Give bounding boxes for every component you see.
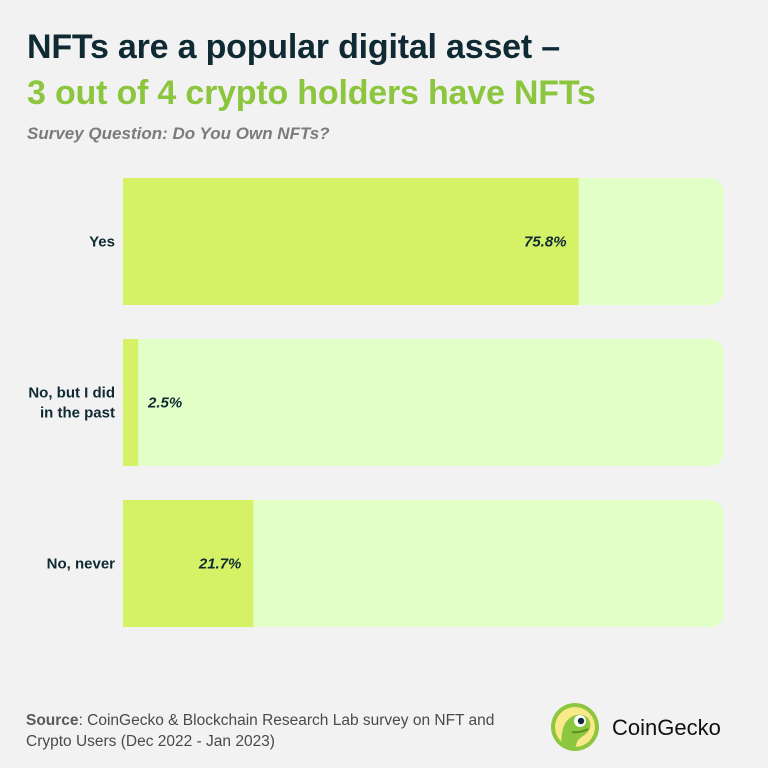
source-text: : CoinGecko & Blockchain Research Lab su… xyxy=(26,712,495,750)
bar-track xyxy=(123,500,724,627)
chart-title-line1: NFTs are a popular digital asset – xyxy=(27,28,560,66)
bar-track xyxy=(123,339,724,466)
coingecko-gecko-icon xyxy=(551,703,599,751)
source-label: Source xyxy=(26,712,79,729)
category-label: in the past xyxy=(40,405,115,422)
value-label: 2.5% xyxy=(147,395,182,412)
bar xyxy=(123,339,139,466)
chart-title-line2: 3 out of 4 crypto holders have NFTs xyxy=(27,74,596,112)
source-note: Source: CoinGecko & Blockchain Research … xyxy=(26,710,496,752)
category-label: No, but I did xyxy=(28,385,115,402)
brand-name: CoinGecko xyxy=(612,715,721,740)
value-label: 21.7% xyxy=(198,556,242,573)
value-label: 75.8% xyxy=(524,234,567,251)
chart-subtitle: Survey Question: Do You Own NFTs? xyxy=(27,124,330,143)
category-label: No, never xyxy=(47,556,116,573)
category-label: Yes xyxy=(89,234,115,251)
coingecko-logo xyxy=(551,703,599,751)
bar xyxy=(123,178,579,305)
bar xyxy=(123,500,254,627)
bar-chart: Yes 75.8% No, but I did in the past 2.5% No, … xyxy=(28,178,724,627)
